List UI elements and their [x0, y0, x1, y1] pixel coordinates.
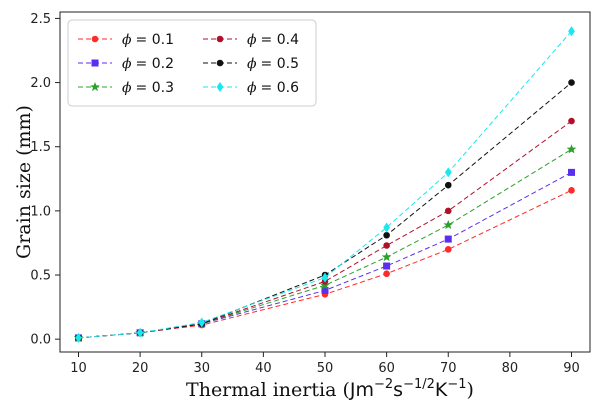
- data-point: [444, 167, 452, 178]
- data-point: [444, 181, 452, 189]
- legend-value: = 0.2: [136, 56, 174, 72]
- legend-label: ϕ = 0.1: [122, 32, 174, 48]
- legend-symbol: ϕ: [122, 56, 132, 72]
- x-tick-label: 60: [378, 361, 395, 376]
- legend-label: ϕ = 0.5: [247, 56, 299, 72]
- data-point: [136, 327, 144, 338]
- series-1: [75, 187, 575, 342]
- ticks-layer: 10 20 30 40 50 60 70 80 90 0.0 0.5 1.0 1.5 2.0 2.5: [30, 12, 579, 376]
- legend-marker: [91, 35, 99, 43]
- legend-label: ϕ = 0.3: [122, 80, 174, 96]
- data-point: [320, 280, 330, 290]
- data-point: [566, 144, 577, 154]
- data-point: [383, 231, 390, 239]
- y-tick-label: 1.0: [30, 204, 51, 219]
- legend-box: [67, 19, 317, 107]
- series-line: [78, 171, 572, 339]
- legend-value: = 0.6: [261, 80, 300, 96]
- data-point: [321, 272, 329, 283]
- x-tick-label: 70: [440, 361, 457, 376]
- legend-label: ϕ = 0.4: [247, 32, 299, 48]
- data-point: [383, 270, 390, 278]
- legend-marker: [91, 59, 99, 67]
- legend-label: ϕ = 0.2: [122, 56, 174, 72]
- x-axis-title: Thermal inertia (Jm−2s−1/2K−1): [186, 377, 474, 401]
- legend-value: = 0.4: [261, 32, 300, 48]
- x-axis-title-unit: Jm: [349, 379, 374, 401]
- series-4: [75, 117, 575, 342]
- series-2: [74, 168, 576, 342]
- data-point: [444, 207, 452, 215]
- series-6: [75, 26, 575, 343]
- series-3: [73, 144, 577, 342]
- y-tick-label: 0.0: [30, 333, 51, 348]
- y-tick-label: 1.5: [30, 140, 51, 155]
- legend-entry: ϕ = 0.1: [78, 32, 174, 48]
- series-line: [78, 148, 572, 339]
- legend-symbol: ϕ: [247, 80, 257, 96]
- legend-label: ϕ = 0.6: [247, 80, 299, 96]
- legend-value: = 0.1: [136, 32, 174, 48]
- data-point: [568, 187, 575, 194]
- y-tick-label: 2.0: [30, 76, 51, 91]
- x-tick-label: 10: [70, 361, 87, 376]
- data-point: [198, 317, 206, 328]
- legend-marker: [90, 81, 100, 92]
- x-tick-label: 40: [255, 361, 272, 376]
- legend-value: = 0.5: [261, 56, 299, 72]
- legend-marker: [216, 81, 224, 93]
- series-5: [75, 79, 575, 342]
- legend-entry: ϕ = 0.2: [78, 56, 174, 72]
- data-point: [383, 242, 390, 249]
- legend-value: = 0.3: [136, 80, 174, 96]
- data-point: [568, 168, 576, 176]
- x-tick-label: 20: [132, 361, 149, 376]
- legend-symbol: ϕ: [122, 80, 132, 96]
- x-axis-title-sup2: −1/2: [403, 377, 435, 392]
- series-line: [78, 120, 572, 339]
- data-point: [383, 222, 390, 233]
- legend-entry: ϕ = 0.5: [203, 56, 299, 72]
- legend-entry: ϕ = 0.4: [203, 32, 299, 48]
- legend-entry: ϕ = 0.6: [203, 80, 299, 96]
- data-point: [443, 219, 454, 230]
- data-point: [568, 117, 575, 125]
- data-point: [381, 252, 392, 262]
- legend-symbol: ϕ: [247, 32, 257, 48]
- data-point: [568, 26, 575, 37]
- y-axis-title: Grain size (mm): [13, 105, 35, 259]
- x-axis-title-k: K: [435, 379, 448, 401]
- x-axis-title-sup3: −1: [447, 377, 466, 392]
- legend-marker: [216, 59, 224, 67]
- series-line: [78, 82, 572, 339]
- x-axis-title-base: Thermal inertia (: [186, 379, 350, 401]
- data-point: [568, 79, 575, 86]
- legend-marker: [216, 35, 224, 43]
- legend-symbol: ϕ: [122, 32, 132, 48]
- legend: ϕ = 0.1ϕ = 0.2ϕ = 0.3ϕ = 0.4ϕ = 0.5ϕ = 0.6: [67, 19, 317, 107]
- y-tick-label: 0.5: [30, 269, 51, 284]
- x-tick-label: 80: [502, 361, 519, 376]
- x-tick-label: 90: [563, 361, 580, 376]
- x-tick-label: 30: [193, 361, 210, 376]
- data-point: [444, 246, 452, 253]
- legend-symbol: ϕ: [247, 56, 257, 72]
- x-axis-title-sup1: −2: [374, 377, 393, 392]
- x-axis-title-close: ): [467, 379, 474, 401]
- y-tick-label: 2.5: [30, 12, 51, 27]
- x-tick-label: 50: [317, 361, 334, 376]
- x-axis-title-s: s: [393, 379, 403, 401]
- data-point: [75, 332, 82, 343]
- data-point: [383, 262, 391, 270]
- series-layer: [73, 26, 577, 343]
- legend-entry: ϕ = 0.3: [78, 80, 174, 96]
- data-point: [444, 235, 452, 243]
